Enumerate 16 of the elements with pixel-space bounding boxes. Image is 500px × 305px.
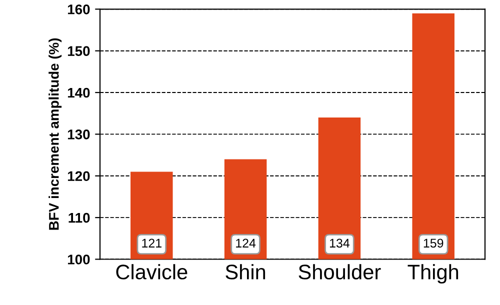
y-tick-label: 140 [68, 88, 90, 98]
x-tick-label: Clavicle [116, 264, 188, 280]
data-label: 159 [424, 238, 444, 248]
y-tick-label: 110 [68, 212, 90, 223]
x-tick-label: Shoulder [298, 264, 381, 280]
x-tick-label: Shin [226, 264, 266, 280]
data-label: 121 [142, 238, 162, 248]
y-axis-title: BFV increment amplitude (%) [48, 38, 62, 230]
y-tick-label: 100 [68, 254, 90, 264]
y-tick-label: 160 [68, 4, 90, 14]
x-tick-label: Thigh [408, 264, 458, 284]
y-tick-label: 130 [68, 130, 90, 140]
y-tick-label: 150 [68, 46, 90, 56]
data-label: 134 [330, 238, 350, 248]
data-label: 124 [236, 238, 256, 248]
y-tick-label: 120 [68, 171, 90, 182]
